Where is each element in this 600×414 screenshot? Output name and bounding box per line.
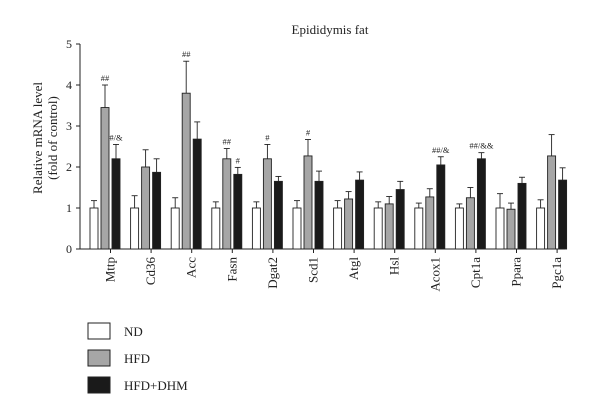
bar bbox=[170, 207, 180, 250]
legend: ND HFD HFD+DHM bbox=[87, 322, 188, 394]
bar bbox=[181, 92, 191, 250]
y-tick-label: 0 bbox=[66, 242, 72, 256]
significance-label: ## bbox=[182, 49, 191, 59]
x-tick-label: Acox1 bbox=[427, 257, 442, 292]
bar bbox=[233, 173, 243, 250]
bar bbox=[558, 179, 568, 250]
x-tick-label: Cpt1a bbox=[468, 257, 483, 288]
bar bbox=[89, 207, 99, 250]
x-tick-label: Mttp bbox=[103, 257, 118, 282]
bar bbox=[355, 179, 365, 250]
legend-label: ND bbox=[124, 324, 143, 339]
bar bbox=[384, 203, 394, 250]
bar bbox=[425, 196, 435, 250]
x-tick-label: Ppara bbox=[509, 257, 524, 287]
bar bbox=[373, 207, 383, 250]
x-tick-label: Cd36 bbox=[143, 257, 158, 286]
y-tick-label: 3 bbox=[66, 119, 72, 133]
significance-label: ##/&& bbox=[469, 141, 493, 151]
y-axis-label-line2: (fold of control) bbox=[45, 96, 60, 180]
legend-label: HFD+DHM bbox=[124, 378, 188, 393]
x-tick-label: Acc bbox=[184, 257, 199, 278]
bar bbox=[222, 158, 232, 250]
legend-label: HFD bbox=[124, 351, 150, 366]
significance-label: ## bbox=[223, 137, 232, 147]
bar bbox=[344, 198, 354, 250]
bar bbox=[192, 138, 202, 250]
bar bbox=[465, 197, 475, 250]
bar bbox=[100, 107, 110, 250]
bar bbox=[251, 207, 261, 250]
legend-swatch bbox=[87, 376, 111, 394]
significance-label: # bbox=[236, 155, 241, 165]
significance-label: #/& bbox=[109, 132, 123, 142]
significance-label: # bbox=[306, 128, 311, 138]
x-tick-label: Fasn bbox=[224, 257, 239, 282]
bar bbox=[273, 180, 283, 250]
y-tick-label: 4 bbox=[66, 78, 72, 92]
bar bbox=[547, 155, 557, 250]
bar bbox=[414, 207, 424, 250]
bar bbox=[506, 208, 516, 250]
bar bbox=[476, 158, 486, 250]
significance-label: ## bbox=[101, 73, 110, 83]
bar bbox=[130, 207, 140, 250]
bar bbox=[536, 207, 546, 250]
bar bbox=[141, 166, 151, 250]
bar bbox=[454, 207, 464, 250]
bar bbox=[395, 189, 405, 250]
x-tick-label: Scd1 bbox=[306, 257, 321, 283]
significance-label: ##/& bbox=[432, 145, 450, 155]
bar bbox=[495, 207, 505, 250]
bar bbox=[292, 207, 302, 250]
significance-label: # bbox=[265, 132, 270, 142]
y-tick-label: 1 bbox=[66, 201, 72, 215]
y-axis-label-line1: Relative mRNA level bbox=[30, 82, 45, 194]
bar bbox=[314, 180, 324, 250]
bar bbox=[262, 158, 272, 250]
bar bbox=[111, 158, 121, 250]
bar bbox=[517, 182, 527, 250]
x-tick-label: Dgat2 bbox=[265, 257, 280, 289]
bar bbox=[436, 164, 446, 250]
x-tick-label: Atgl bbox=[346, 257, 361, 281]
legend-swatch bbox=[87, 349, 111, 367]
x-tick-label: Hsl bbox=[387, 257, 402, 275]
y-axis-label: Relative mRNA level (fold of control) bbox=[30, 82, 60, 194]
bar bbox=[211, 207, 221, 250]
x-tick-label: Pgc1a bbox=[549, 257, 564, 289]
chart-title: Epididymis fat bbox=[292, 22, 369, 37]
y-tick-label: 2 bbox=[66, 160, 72, 174]
legend-swatch bbox=[87, 322, 111, 340]
bar bbox=[152, 171, 162, 250]
bar bbox=[303, 155, 313, 250]
bar bbox=[333, 207, 343, 250]
plot-area: 0 1 2 3 4 5 Mttp Cd36 Acc Fasn Dgat2 Scd1 Atgl Hsl Aco… bbox=[66, 37, 568, 292]
y-tick-label: 5 bbox=[66, 37, 72, 51]
